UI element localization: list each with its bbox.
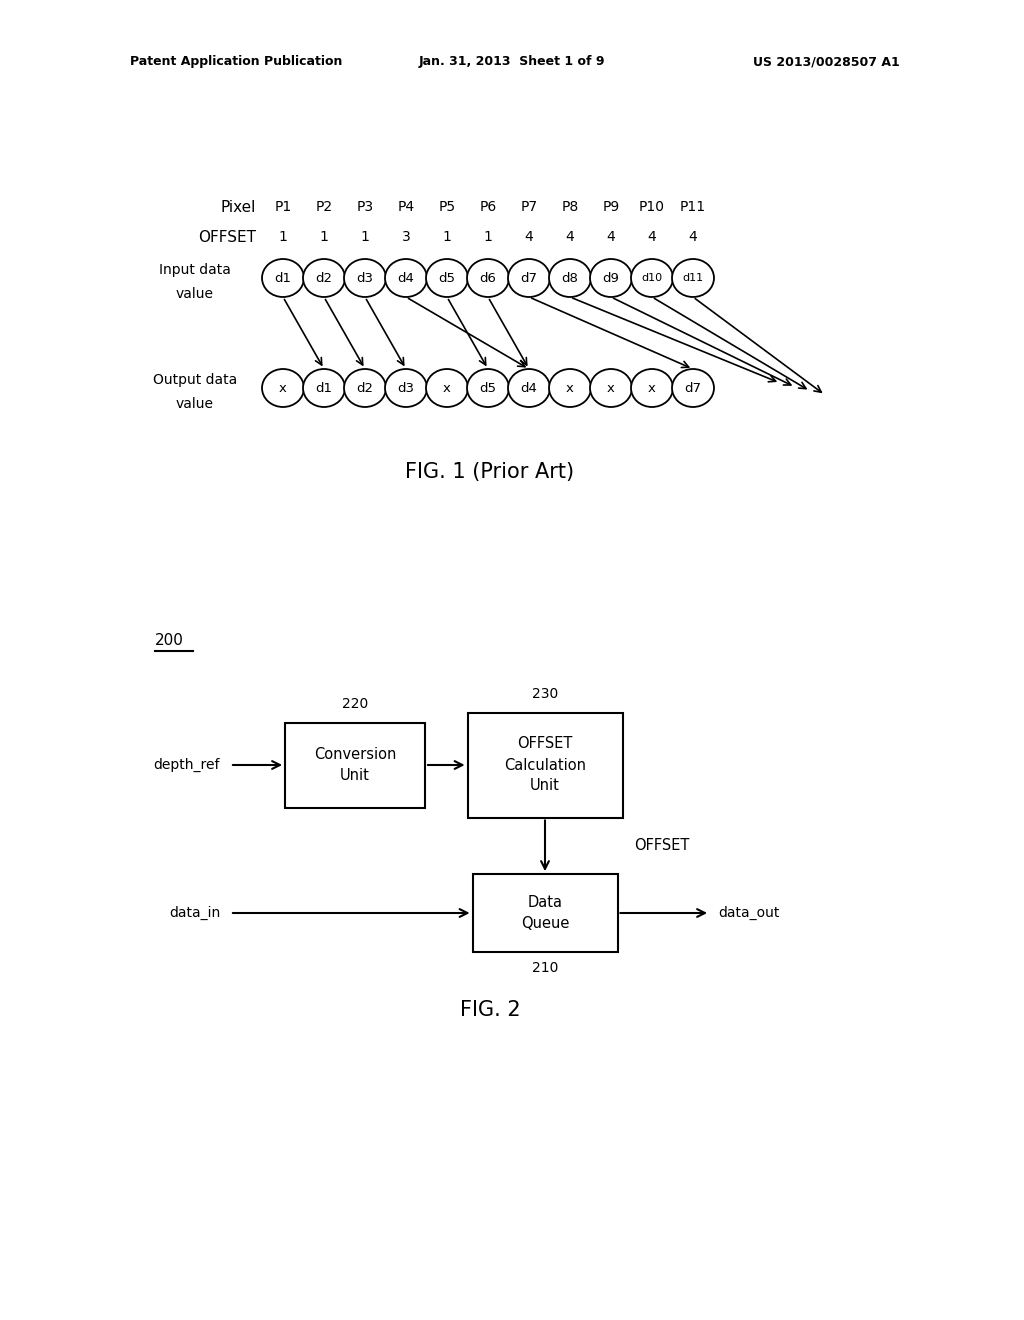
Text: 1: 1: [319, 230, 329, 244]
Text: value: value: [176, 397, 214, 411]
Text: P11: P11: [680, 201, 707, 214]
Ellipse shape: [262, 370, 304, 407]
Text: depth_ref: depth_ref: [154, 758, 220, 772]
Ellipse shape: [385, 370, 427, 407]
Text: Input data: Input data: [159, 263, 231, 277]
Text: d7: d7: [684, 381, 701, 395]
FancyBboxPatch shape: [472, 874, 617, 952]
Text: d7: d7: [520, 272, 538, 285]
Text: 200: 200: [155, 634, 184, 648]
Text: Data
Queue: Data Queue: [521, 895, 569, 931]
FancyBboxPatch shape: [285, 722, 425, 808]
Text: 4: 4: [565, 230, 574, 244]
Text: OFFSET: OFFSET: [198, 230, 256, 244]
Ellipse shape: [508, 370, 550, 407]
Text: P6: P6: [479, 201, 497, 214]
Ellipse shape: [467, 370, 509, 407]
Text: 1: 1: [442, 230, 452, 244]
Ellipse shape: [385, 259, 427, 297]
Text: d9: d9: [602, 272, 620, 285]
Text: FIG. 1 (Prior Art): FIG. 1 (Prior Art): [406, 462, 574, 482]
Text: d1: d1: [315, 381, 333, 395]
Text: d6: d6: [479, 272, 497, 285]
Text: 4: 4: [524, 230, 534, 244]
Text: d10: d10: [641, 273, 663, 282]
Ellipse shape: [344, 370, 386, 407]
Ellipse shape: [426, 259, 468, 297]
Text: P10: P10: [639, 201, 665, 214]
Ellipse shape: [631, 259, 673, 297]
Text: Jan. 31, 2013  Sheet 1 of 9: Jan. 31, 2013 Sheet 1 of 9: [419, 55, 605, 69]
Ellipse shape: [344, 259, 386, 297]
Ellipse shape: [549, 370, 591, 407]
Text: Output data: Output data: [153, 374, 238, 387]
Text: d1: d1: [274, 272, 292, 285]
Text: OFFSET
Calculation
Unit: OFFSET Calculation Unit: [504, 737, 586, 793]
Text: P7: P7: [520, 201, 538, 214]
Text: d8: d8: [561, 272, 579, 285]
Ellipse shape: [590, 370, 632, 407]
Text: Pixel: Pixel: [220, 199, 256, 214]
Ellipse shape: [303, 259, 345, 297]
Text: data_in: data_in: [169, 906, 220, 920]
Text: P5: P5: [438, 201, 456, 214]
Text: x: x: [443, 381, 451, 395]
Text: d4: d4: [520, 381, 538, 395]
Ellipse shape: [631, 370, 673, 407]
Text: 4: 4: [606, 230, 615, 244]
Text: 4: 4: [647, 230, 656, 244]
Ellipse shape: [508, 259, 550, 297]
Text: P8: P8: [561, 201, 579, 214]
Text: d3: d3: [397, 381, 415, 395]
Text: d11: d11: [682, 273, 703, 282]
Text: 4: 4: [688, 230, 697, 244]
Text: P9: P9: [602, 201, 620, 214]
Text: x: x: [566, 381, 573, 395]
Ellipse shape: [467, 259, 509, 297]
Text: 1: 1: [279, 230, 288, 244]
Text: 3: 3: [401, 230, 411, 244]
Text: x: x: [648, 381, 656, 395]
Text: data_out: data_out: [718, 906, 779, 920]
Text: 1: 1: [360, 230, 370, 244]
Text: d4: d4: [397, 272, 415, 285]
Text: 210: 210: [531, 961, 558, 975]
Ellipse shape: [672, 370, 714, 407]
Text: 220: 220: [342, 697, 368, 711]
Text: x: x: [280, 381, 287, 395]
FancyBboxPatch shape: [468, 713, 623, 817]
Text: d2: d2: [356, 381, 374, 395]
Ellipse shape: [303, 370, 345, 407]
Text: d5: d5: [479, 381, 497, 395]
Text: d2: d2: [315, 272, 333, 285]
Text: US 2013/0028507 A1: US 2013/0028507 A1: [754, 55, 900, 69]
Ellipse shape: [549, 259, 591, 297]
Text: x: x: [607, 381, 615, 395]
Text: P4: P4: [397, 201, 415, 214]
Text: value: value: [176, 286, 214, 301]
Text: d3: d3: [356, 272, 374, 285]
Ellipse shape: [262, 259, 304, 297]
Text: P1: P1: [274, 201, 292, 214]
Text: Conversion
Unit: Conversion Unit: [313, 747, 396, 783]
Text: OFFSET: OFFSET: [635, 838, 690, 853]
Text: 230: 230: [531, 688, 558, 701]
Ellipse shape: [672, 259, 714, 297]
Text: FIG. 2: FIG. 2: [460, 1001, 520, 1020]
Ellipse shape: [590, 259, 632, 297]
Text: P3: P3: [356, 201, 374, 214]
Text: P2: P2: [315, 201, 333, 214]
Text: d5: d5: [438, 272, 456, 285]
Text: 1: 1: [483, 230, 493, 244]
Text: Patent Application Publication: Patent Application Publication: [130, 55, 342, 69]
Ellipse shape: [426, 370, 468, 407]
